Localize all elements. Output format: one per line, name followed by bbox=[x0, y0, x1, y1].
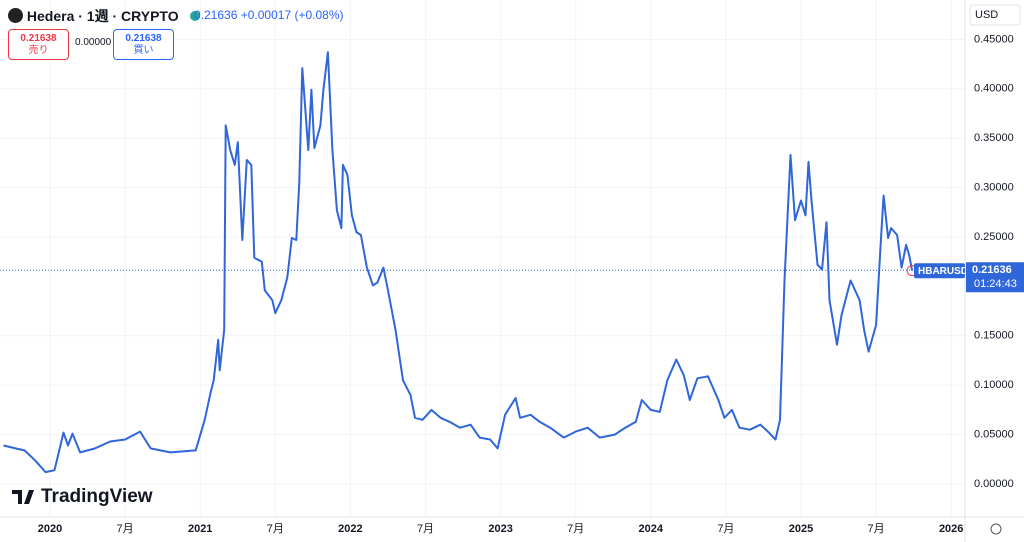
y-tick-label: 0.05000 bbox=[974, 429, 1014, 441]
x-tick-label: 2023 bbox=[488, 523, 512, 535]
price-tag bbox=[966, 262, 1024, 293]
x-tick-label: 2026 bbox=[939, 523, 963, 535]
y-tick-label: 0.10000 bbox=[974, 379, 1014, 391]
change: +0.00017 (+0.08%) bbox=[240, 8, 344, 22]
x-tick-label: 7月 bbox=[417, 523, 434, 535]
price-tag-label: 0.21636 bbox=[972, 264, 1012, 276]
currency[interactable]: USD bbox=[975, 9, 998, 21]
sell-button[interactable]: 0.21638 売り bbox=[8, 29, 69, 60]
sell-price[interactable]: 0.21638 bbox=[20, 33, 57, 44]
currency-button[interactable] bbox=[969, 4, 1021, 26]
y-tick-label: 0.35000 bbox=[974, 132, 1014, 144]
logo-text: TradingView bbox=[41, 486, 153, 507]
quote: 0.21636 +0.00017 (+0.08%) bbox=[194, 8, 343, 22]
symbol: Hedera · 1週 · CRYPTO bbox=[8, 6, 201, 26]
y-tick-label: 0.25000 bbox=[974, 231, 1014, 243]
x-tick-label: 2025 bbox=[789, 523, 813, 535]
y-tick-label: 0.45000 bbox=[974, 33, 1014, 45]
buy-label[interactable]: 買い bbox=[133, 45, 154, 56]
y-tick-label: 0.15000 bbox=[974, 330, 1014, 342]
ticker: HBARUSD bbox=[918, 266, 968, 277]
x-tick-label: 7月 bbox=[567, 523, 584, 535]
logo-mark bbox=[12, 490, 34, 504]
countdown: 01:24:43 bbox=[974, 278, 1017, 290]
ticker-tag bbox=[914, 263, 965, 279]
logo: TradingView bbox=[12, 486, 153, 507]
y-tick-label: 0.40000 bbox=[974, 83, 1014, 95]
y-tick-label: 0.00000 bbox=[974, 478, 1014, 490]
x-tick-label: 2021 bbox=[188, 523, 212, 535]
x-tick-label: 7月 bbox=[717, 523, 734, 535]
y-tick-label: 0.30000 bbox=[974, 182, 1014, 194]
x-tick-label: 2020 bbox=[38, 523, 62, 535]
price-line bbox=[3, 51, 914, 474]
status-dot bbox=[190, 11, 201, 21]
x-tick-label: 2022 bbox=[338, 523, 362, 535]
x-tick-label: 7月 bbox=[267, 523, 284, 535]
buy-price[interactable]: 0.21638 bbox=[125, 33, 162, 44]
settings-icon[interactable] bbox=[990, 523, 1002, 535]
price: 0.21636 bbox=[194, 8, 238, 22]
spread: 0.00000 bbox=[75, 37, 112, 48]
x-tick-label: 7月 bbox=[117, 523, 134, 535]
x-tick-label: 7月 bbox=[868, 523, 885, 535]
buy-button[interactable]: 0.21638 買い bbox=[113, 29, 174, 60]
symbol-icon bbox=[8, 8, 23, 23]
x-tick-label: 2024 bbox=[639, 523, 664, 535]
symbol-text: Hedera · 1週 · CRYPTO bbox=[26, 8, 179, 24]
sell-label[interactable]: 売り bbox=[28, 45, 49, 56]
